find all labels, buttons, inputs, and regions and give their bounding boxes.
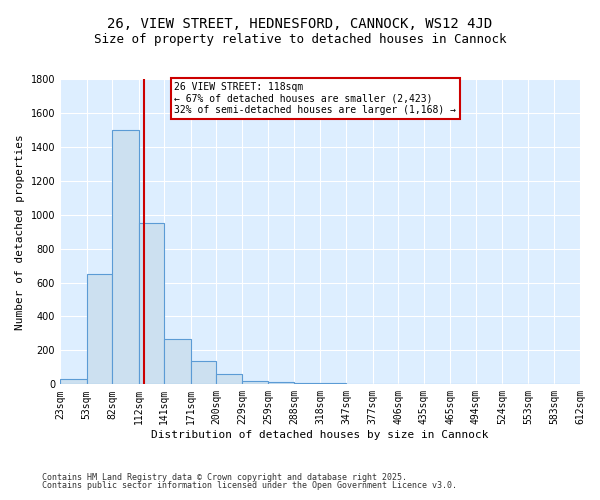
Text: Contains HM Land Registry data © Crown copyright and database right 2025.: Contains HM Land Registry data © Crown c… [42, 473, 407, 482]
Y-axis label: Number of detached properties: Number of detached properties [15, 134, 25, 330]
Bar [112, 130, 139, 384]
Text: Size of property relative to detached houses in Cannock: Size of property relative to detached ho… [94, 32, 506, 46]
Text: 26 VIEW STREET: 118sqm
← 67% of detached houses are smaller (2,423)
32% of semi-: 26 VIEW STREET: 118sqm ← 67% of detached… [175, 82, 457, 116]
Bar [242, 381, 268, 384]
Text: Contains public sector information licensed under the Open Government Licence v3: Contains public sector information licen… [42, 480, 457, 490]
Bar [191, 360, 216, 384]
Text: 26, VIEW STREET, HEDNESFORD, CANNOCK, WS12 4JD: 26, VIEW STREET, HEDNESFORD, CANNOCK, WS… [107, 18, 493, 32]
Bar [60, 379, 86, 384]
Bar [164, 338, 191, 384]
Bar [86, 274, 112, 384]
Bar [216, 374, 242, 384]
Bar [139, 223, 164, 384]
X-axis label: Distribution of detached houses by size in Cannock: Distribution of detached houses by size … [151, 430, 489, 440]
Bar [268, 382, 294, 384]
